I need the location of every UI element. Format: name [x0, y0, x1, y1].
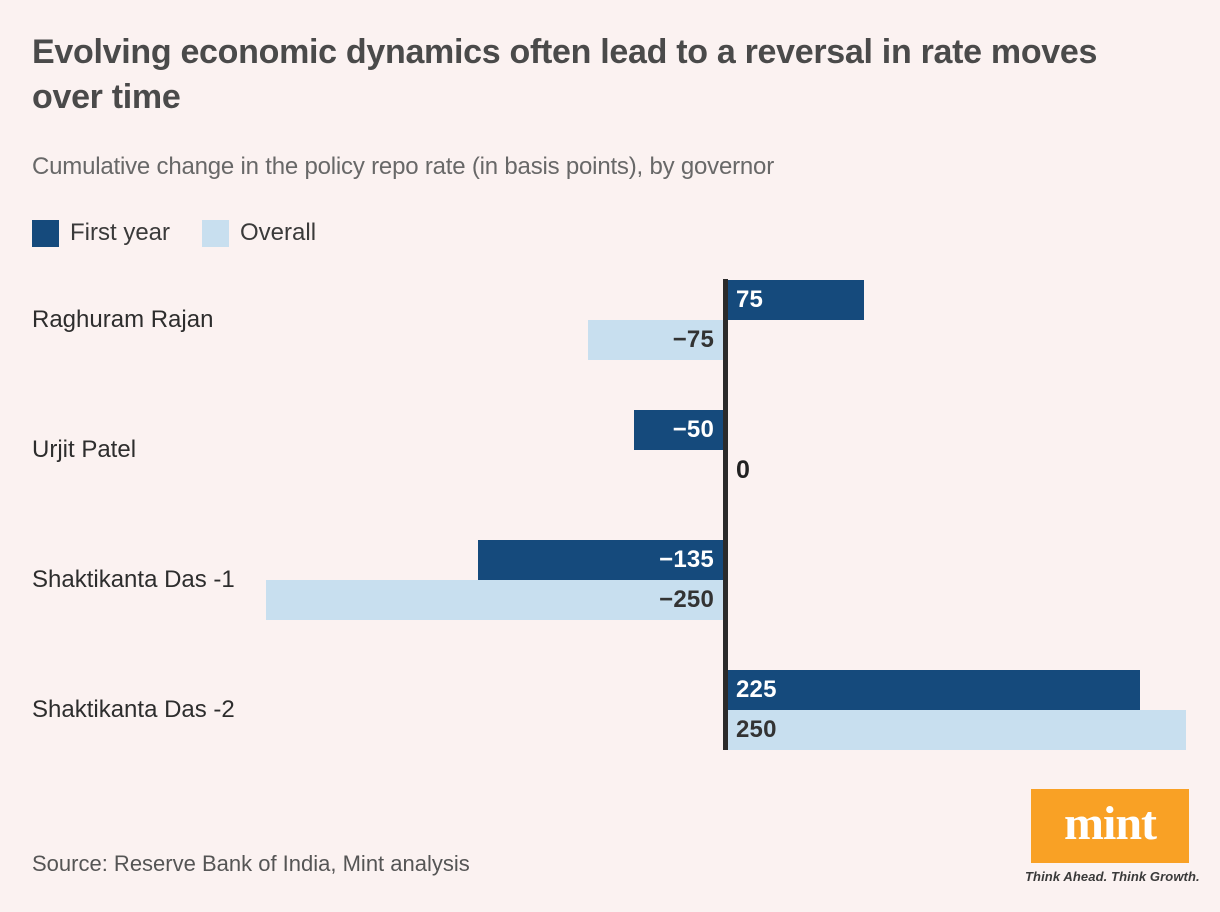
- bar-value-label: −75: [672, 326, 714, 353]
- category-label: Raghuram Rajan: [32, 306, 214, 333]
- legend-swatch-first-year: [32, 219, 59, 247]
- bar-value-label: 225: [736, 676, 777, 703]
- category-label: Shaktikanta Das -1: [32, 566, 235, 593]
- mint-logo-box: mint: [1031, 789, 1189, 863]
- bar-overall: −250: [266, 580, 726, 620]
- bar-value-label: −250: [659, 586, 714, 613]
- mint-logo-tagline: Think Ahead. Think Growth.: [1025, 869, 1200, 884]
- bar-overall: −75: [588, 320, 726, 360]
- legend-label-first-year: First year: [70, 219, 171, 246]
- bar-value-label: 250: [736, 716, 777, 743]
- mint-logo: mint Think Ahead. Think Growth.: [1025, 789, 1200, 884]
- chart-title: Evolving economic dynamics often lead to…: [32, 33, 1098, 116]
- mint-logo-text: mint: [1064, 797, 1157, 850]
- category-label: Urjit Patel: [32, 436, 137, 463]
- legend-label-overall: Overall: [240, 219, 317, 246]
- bar-first-year: 75: [726, 280, 864, 320]
- bar-value-label: −135: [659, 546, 714, 573]
- bar-first-year: −50: [634, 410, 726, 450]
- category-label: Shaktikanta Das -2: [32, 696, 235, 723]
- legend: First year Overall: [32, 219, 316, 247]
- bar-first-year: 225: [726, 670, 1140, 710]
- source-note: Source: Reserve Bank of India, Mint anal…: [32, 851, 470, 876]
- legend-item-first-year: First year: [32, 219, 170, 247]
- bar-first-year: −135: [477, 540, 726, 580]
- chart-subtitle: Cumulative change in the policy repo rat…: [32, 153, 774, 180]
- zero-axis-line: [723, 279, 728, 750]
- bar-value-label: 75: [736, 286, 764, 313]
- legend-swatch-overall: [202, 219, 230, 247]
- legend-item-overall: Overall: [202, 219, 316, 247]
- bar-value-label: 0: [736, 456, 750, 484]
- bar-overall: 250: [726, 710, 1186, 750]
- bar-value-label: −50: [672, 416, 714, 443]
